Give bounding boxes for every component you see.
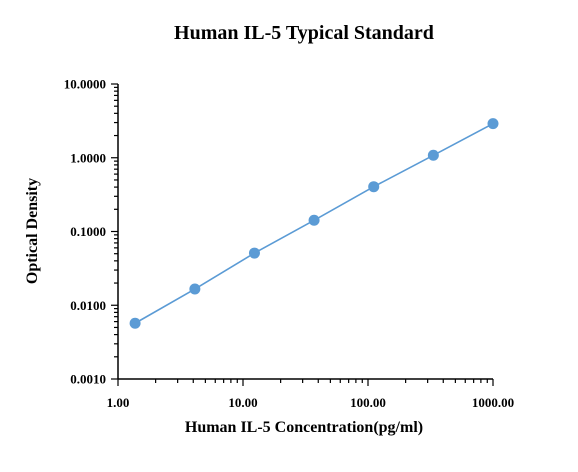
data-point — [129, 317, 141, 329]
x-axis: 1.00 10.00 100.00 1000.00 — [107, 378, 514, 410]
data-point — [189, 283, 201, 295]
x-tick-label: 10.00 — [228, 395, 257, 410]
y-tick-label: 1.0000 — [70, 150, 106, 165]
data-point — [427, 149, 439, 161]
y-tick-label: 0.1000 — [70, 224, 106, 239]
y-tick-label: 0.0010 — [70, 372, 106, 387]
x-axis-label: Human IL-5 Concentration(pg/ml) — [185, 419, 423, 436]
y-tick-label: 0.0100 — [70, 298, 106, 313]
y-axis-label: Optical Density — [24, 178, 41, 284]
data-point — [487, 118, 499, 130]
x-tick-label: 1000.00 — [472, 395, 514, 410]
y-tick-label: 10.0000 — [64, 77, 106, 92]
data-point — [248, 247, 260, 259]
data-points — [129, 118, 499, 329]
data-point — [308, 214, 320, 226]
chart-title: Human IL-5 Typical Standard — [174, 22, 434, 44]
x-tick-label: 100.00 — [350, 395, 386, 410]
data-point — [368, 181, 380, 193]
x-tick-label: 1.00 — [107, 395, 130, 410]
y-axis: 0.0010 0.0100 0.1000 1.0000 10.0000 — [64, 77, 119, 387]
